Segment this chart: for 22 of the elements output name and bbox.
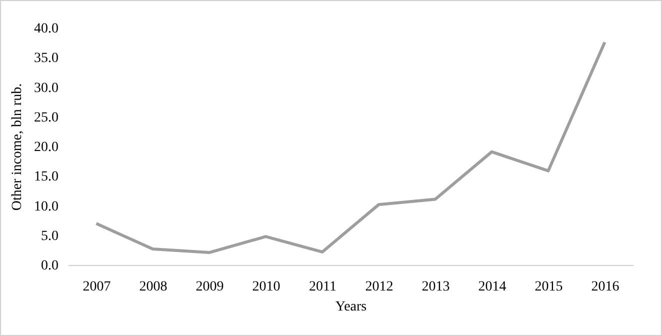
y-tick-label: 40.0 (34, 22, 58, 36)
y-tick-label: 25.0 (34, 110, 58, 126)
y-axis-title: Other income, bln rub. (10, 83, 25, 211)
y-tick-label: 20.0 (34, 140, 58, 155)
x-tick-label: 2012 (365, 280, 394, 294)
x-tick-label: 2013 (422, 280, 450, 294)
x-tick-label: 2007 (82, 280, 111, 294)
y-tick-label: 15.0 (34, 170, 58, 185)
x-tick-label: 2015 (534, 280, 563, 294)
x-tick-label: 2016 (591, 280, 620, 294)
line-series (94, 40, 606, 254)
x-tick-label: 2009 (196, 280, 224, 294)
y-tick-label: 10.0 (34, 199, 58, 214)
x-axis-title: Years (335, 300, 367, 314)
x-tick-label: 2011 (309, 280, 336, 294)
x-tick-label: 2008 (139, 280, 168, 294)
x-tick-label: 2014 (478, 280, 506, 294)
y-tick-label: 35.0 (34, 51, 58, 66)
y-tick-label: 30.0 (34, 80, 58, 96)
x-tick-label: 2010 (252, 280, 280, 294)
y-tick-label: 0.0 (41, 258, 58, 274)
y-tick-label: 5.0 (41, 228, 58, 244)
